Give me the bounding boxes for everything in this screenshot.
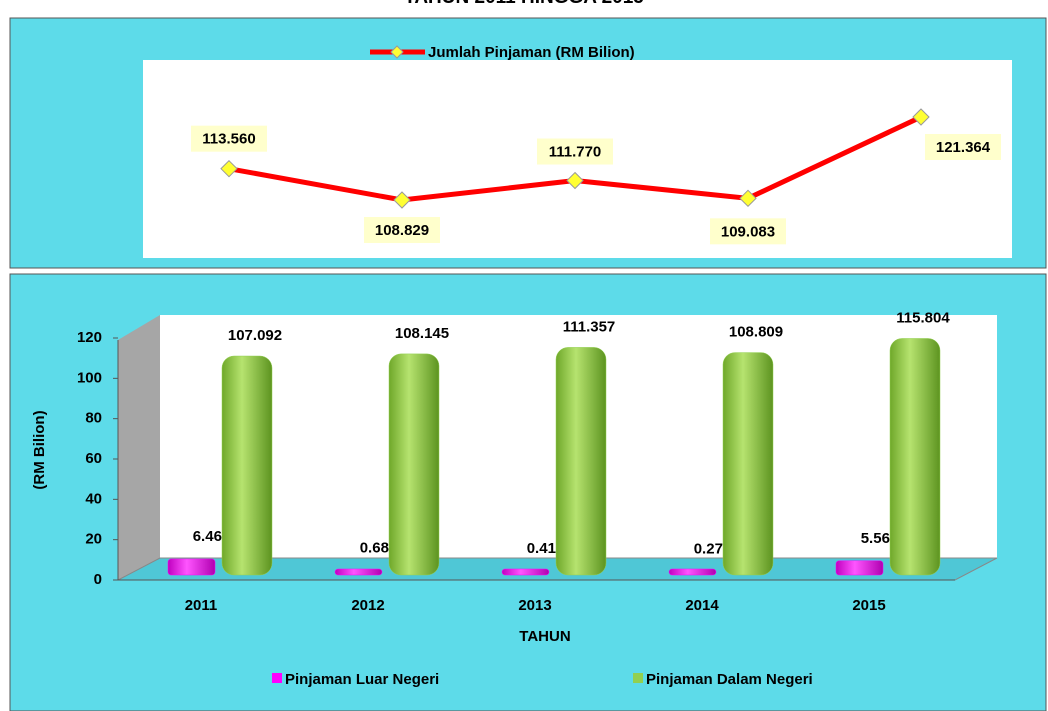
bar — [501, 568, 550, 576]
value-label: 107.092 — [228, 327, 282, 344]
value-label: 5.560 — [861, 530, 899, 547]
bar — [889, 338, 941, 576]
bar — [668, 568, 717, 576]
value-label: 111.770 — [549, 143, 602, 160]
legend-marker — [390, 45, 404, 59]
marker — [393, 191, 411, 209]
value-label: 0.684 — [360, 540, 398, 557]
value-label: 121.364 — [936, 139, 991, 156]
side-wall — [118, 315, 160, 580]
legend-swatch — [272, 673, 282, 683]
x-tick-label: 2012 — [351, 597, 384, 614]
value-label-bg — [925, 134, 1001, 160]
legend-label: Pinjaman Luar Negeri — [285, 671, 439, 688]
value-label: 108.829 — [375, 222, 429, 239]
marker — [739, 189, 757, 208]
y-tick-label: 120 — [77, 329, 102, 346]
legend-label: Jumlah Pinjaman (RM Bilion) — [428, 44, 635, 61]
value-label-bg — [710, 218, 786, 245]
marker — [912, 108, 930, 126]
value-label: 108.809 — [729, 324, 783, 341]
x-axis-label: TAHUN — [519, 628, 570, 645]
bar — [221, 355, 273, 576]
bar — [722, 352, 774, 576]
y-tick-label: 40 — [85, 490, 102, 507]
value-label: 0.274 — [694, 540, 732, 557]
marker — [220, 159, 238, 178]
y-axis-label: (RM Bilion) — [31, 410, 48, 489]
value-label-bg — [537, 138, 613, 165]
y-tick-label: 100 — [77, 369, 102, 386]
value-label: 111.357 — [563, 318, 616, 335]
value-label: 108.145 — [395, 325, 449, 342]
value-label-bg — [364, 217, 440, 243]
value-label: 0.413 — [527, 540, 565, 557]
x-tick-label: 2013 — [518, 597, 551, 614]
marker — [566, 171, 584, 190]
bar — [334, 568, 383, 576]
x-tick-label: 2014 — [685, 597, 719, 614]
bar — [388, 353, 440, 576]
bar — [555, 347, 607, 576]
bar — [167, 558, 216, 576]
value-label: 109.083 — [721, 223, 775, 240]
x-tick-label: 2011 — [185, 597, 218, 614]
x-tick-label: 2015 — [852, 597, 885, 614]
page-title: TAHUN 2011 HINGGA 2015 — [404, 0, 644, 8]
y-tick-label: 80 — [85, 410, 102, 427]
value-label-bg — [191, 125, 267, 152]
legend-label: Pinjaman Dalam Negeri — [646, 671, 813, 688]
y-tick-label: 60 — [85, 450, 102, 467]
value-label: 113.560 — [202, 131, 255, 148]
value-label: 6.468 — [193, 528, 231, 545]
value-label: 115.804 — [896, 309, 950, 326]
y-tick-label: 0 — [94, 571, 102, 588]
y-tick-label: 20 — [85, 531, 102, 548]
bar — [835, 560, 884, 576]
legend-swatch — [633, 673, 643, 683]
